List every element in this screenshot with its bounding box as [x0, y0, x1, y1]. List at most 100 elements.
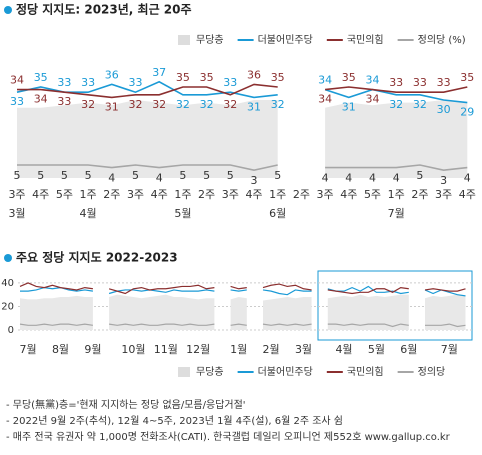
x-tick-label: 1주: [388, 188, 405, 201]
note: - 매주 전국 유권자 약 1,000명 전화조사(CATI). 한국갤럽 데일…: [6, 431, 451, 443]
data-label: 5: [85, 169, 92, 182]
data-label: 5: [179, 169, 186, 182]
x-tick-label: 9월: [84, 343, 101, 356]
data-label: 5: [61, 169, 68, 182]
month-label: 6월: [269, 207, 286, 220]
data-label: 32: [152, 98, 166, 111]
data-label: 34: [318, 74, 332, 87]
note: - 무당(無黨)층='현재 지지하는 정당 없음/모름/응답거절': [6, 398, 246, 411]
data-label: 33: [223, 76, 237, 89]
data-label: 5: [274, 169, 281, 182]
data-label: 31: [247, 100, 261, 113]
x-tick-label: 5주: [56, 188, 73, 201]
line: [19, 323, 466, 328]
x-tick-label: 1주: [80, 188, 97, 201]
data-label: 5: [203, 169, 210, 182]
legend-label: 국민의힘: [347, 34, 384, 46]
data-label: 5: [416, 169, 423, 182]
x-tick-label: 2주: [293, 188, 310, 201]
legend-label: 더불어민주당: [258, 34, 313, 46]
x-tick-label: 3주: [127, 188, 144, 201]
data-label: 4: [156, 172, 163, 185]
x-tick-label: 4주: [459, 188, 476, 201]
note: - 2022년 9월 2주(추석), 12월 4~5주, 2023년 1월 4주…: [6, 415, 343, 427]
data-label: 34: [366, 93, 380, 106]
legend-label: 무당층: [196, 34, 224, 46]
y-tick-label: 20: [1, 301, 14, 312]
x-tick-label: 3주: [8, 188, 25, 201]
x-tick-label: 11월: [154, 343, 178, 356]
x-tick-label: 2주: [103, 188, 120, 201]
data-label: 4: [322, 172, 329, 185]
data-label: 35: [176, 71, 190, 84]
highlight-box: [317, 270, 473, 341]
x-tick-label: 7월: [441, 343, 458, 356]
data-label: 5: [132, 169, 139, 182]
data-label: 32: [413, 98, 427, 111]
legend-label: 국민의힘: [347, 366, 384, 378]
data-label: 32: [200, 98, 214, 111]
data-label: 35: [271, 71, 285, 84]
x-tick-label: 5주: [364, 188, 381, 201]
data-label: 33: [129, 76, 143, 89]
data-label: 33: [81, 76, 95, 89]
x-tick-label: 2월: [263, 343, 280, 356]
data-label: 4: [345, 172, 352, 185]
y-tick-label: 40: [1, 278, 14, 289]
chart-title: 정당 지지도: 2023년, 최근 20주: [16, 2, 192, 17]
x-tick-label: 7월: [20, 343, 37, 356]
data-label: 33: [57, 95, 71, 108]
x-tick-label: 3월: [295, 343, 312, 356]
legend-swatch: [178, 35, 190, 45]
x-tick-label: 10월: [121, 343, 145, 356]
data-label: 5: [37, 169, 44, 182]
data-label: 5: [227, 169, 234, 182]
data-label: 33: [389, 76, 403, 89]
x-tick-label: 4주: [245, 188, 262, 201]
month-label: 4월: [80, 207, 97, 220]
x-tick-label: 4주: [340, 188, 357, 201]
data-label: 35: [342, 71, 356, 84]
data-label: 34: [10, 74, 24, 87]
chart-title: 주요 정당 지지도 2022-2023: [16, 250, 178, 265]
data-label: 35: [34, 71, 48, 84]
data-label: 4: [369, 172, 376, 185]
line: [17, 164, 468, 172]
data-label: 3: [251, 174, 258, 187]
data-label: 36: [247, 68, 261, 81]
line: [17, 83, 468, 99]
bullet: [4, 254, 12, 262]
data-label: 33: [437, 76, 451, 89]
data-label: 30: [437, 103, 451, 116]
x-tick-label: 5월: [368, 343, 385, 356]
x-tick-label: 2주: [411, 188, 428, 201]
data-label: 33: [57, 76, 71, 89]
data-label: 5: [14, 169, 21, 182]
bullet: [4, 6, 12, 14]
data-label: 29: [460, 106, 474, 119]
data-label: 32: [271, 98, 285, 111]
line: [19, 282, 466, 295]
x-tick-label: 2주: [198, 188, 215, 201]
x-tick-label: 1주: [269, 188, 286, 201]
area: [17, 100, 468, 178]
line: [20, 285, 466, 297]
x-tick-label: 4주: [151, 188, 168, 201]
data-label: 34: [34, 93, 48, 106]
data-label: 32: [389, 98, 403, 111]
x-tick-label: 6월: [400, 343, 417, 356]
data-label: 3: [440, 174, 447, 187]
legend-swatch: [178, 367, 190, 377]
data-label: 32: [223, 98, 237, 111]
data-label: 35: [200, 71, 214, 84]
data-label: 4: [393, 172, 400, 185]
data-label: 4: [464, 172, 471, 185]
data-label: 34: [366, 74, 380, 87]
data-label: 4: [108, 172, 115, 185]
month-label: 7월: [388, 207, 405, 220]
x-tick-label: 4주: [32, 188, 49, 201]
data-label: 31: [342, 100, 356, 113]
x-tick-label: 3주: [435, 188, 452, 201]
legend-label: 무당층: [196, 366, 224, 378]
y-tick-label: 0: [8, 325, 14, 336]
